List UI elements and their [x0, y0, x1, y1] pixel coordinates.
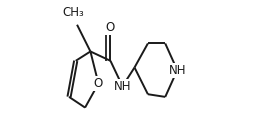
Text: O: O — [94, 77, 103, 90]
Text: O: O — [106, 21, 115, 34]
Text: CH₃: CH₃ — [63, 6, 85, 19]
Text: NH: NH — [169, 64, 186, 77]
Text: NH: NH — [114, 80, 131, 93]
